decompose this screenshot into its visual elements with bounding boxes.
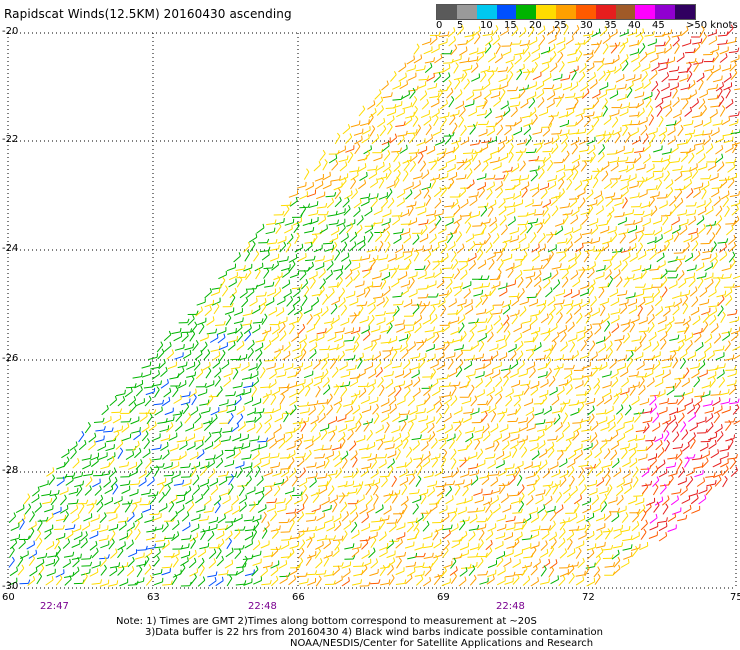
latitude-label: -26 <box>2 353 19 364</box>
map-title: Rapidscat Winds(12.5KM) 20160430 ascendi… <box>4 7 292 21</box>
colorbar-tick-label: 30 <box>580 20 593 31</box>
colorbar-swatch <box>516 5 537 19</box>
colorbar-tick-label: 25 <box>554 20 567 31</box>
longitude-label: 63 <box>147 592 160 603</box>
latitude-label: -24 <box>2 243 19 254</box>
colorbar-tick-label: 10 <box>480 20 493 31</box>
colorbar-swatch <box>536 5 557 19</box>
colorbar-tick-label: 40 <box>628 20 641 31</box>
time-label-1: 22:47 <box>40 601 69 612</box>
time-label-3: 22:48 <box>496 601 525 612</box>
time-label-2: 22:48 <box>248 601 277 612</box>
latitude-label: -22 <box>2 134 19 145</box>
colorbar-swatch <box>476 5 497 19</box>
colorbar-tick-label: 5 <box>457 20 464 31</box>
colorbar-tick-label: 45 <box>652 20 665 31</box>
footnote-line-3: NOAA/NESDIS/Center for Satellite Applica… <box>290 638 594 649</box>
footnote-line-2: 3)Data buffer is 22 hrs from 20160430 4)… <box>145 627 603 638</box>
colorbar-swatch <box>635 5 656 19</box>
longitude-label: 69 <box>437 592 450 603</box>
colorbar-swatch <box>456 5 477 19</box>
lat-lon-grid <box>7 32 737 589</box>
colorbar-tick-label: >50 knots <box>686 20 738 31</box>
latitude-label: -20 <box>2 26 19 37</box>
latitude-label: -28 <box>2 465 19 476</box>
colorbar-swatch <box>595 5 616 19</box>
colorbar-swatch <box>575 5 596 19</box>
colorbar-swatch <box>675 5 695 19</box>
colorbar-swatch <box>615 5 636 19</box>
footnote-line-1: Note: 1) Times are GMT 2)Times along bot… <box>116 616 537 627</box>
wind-barbs <box>8 23 740 587</box>
longitude-label: 66 <box>292 592 305 603</box>
colorbar-tick-label: 15 <box>504 20 517 31</box>
longitude-label: 60 <box>2 592 15 603</box>
wind-speed-colorbar <box>436 4 696 20</box>
latitude-label: -30 <box>2 581 19 592</box>
colorbar-tick-label: 0 <box>436 20 443 31</box>
colorbar-swatch <box>556 5 576 19</box>
colorbar-swatch <box>437 5 457 19</box>
longitude-label: 72 <box>582 592 595 603</box>
colorbar-tick-label: 20 <box>529 20 542 31</box>
longitude-label: 75 <box>730 592 740 603</box>
colorbar-swatch <box>655 5 676 19</box>
colorbar-tick-label: 35 <box>604 20 617 31</box>
colorbar-swatch <box>496 5 517 19</box>
